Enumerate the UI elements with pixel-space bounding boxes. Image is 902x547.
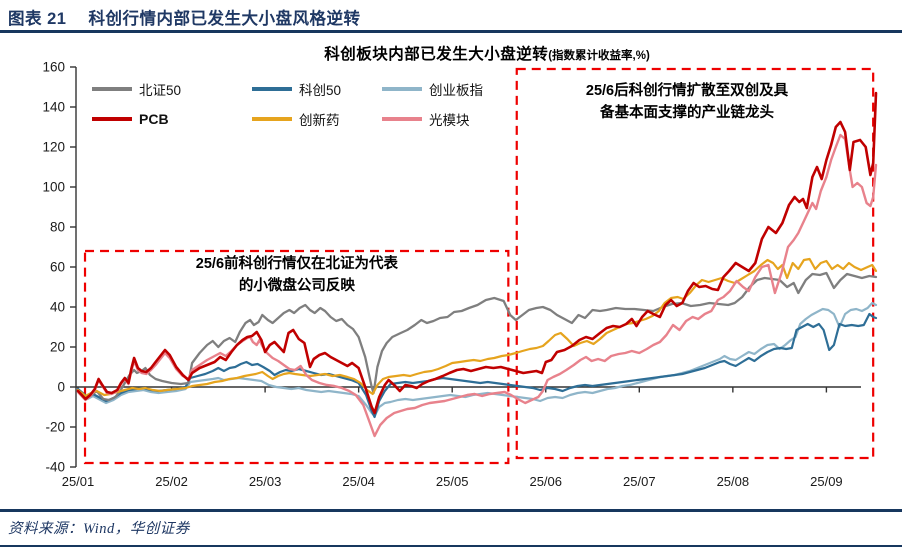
footer-rule	[0, 509, 902, 512]
chart-title-main: 科创板块内部已发生大小盘逆转	[324, 46, 549, 63]
series-line-创新药	[76, 257, 878, 398]
x-tick-label: 25/09	[810, 474, 843, 489]
x-tick-label: 25/01	[62, 474, 95, 489]
legend-swatch	[92, 87, 132, 91]
x-tick-label: 25/07	[623, 474, 656, 489]
y-tick-label: 20	[50, 340, 65, 355]
x-tick-label: 25/02	[155, 474, 188, 489]
y-tick-label: -20	[45, 420, 65, 435]
y-tick-label: 100	[42, 180, 65, 195]
legend-swatch	[382, 117, 422, 121]
series-line-PCB	[76, 91, 878, 415]
chart-title-suffix: (指数累计收益率,%)	[548, 50, 650, 62]
annotation-text-pre-june: 25/6前科创行情仅在北证为代表的小微盘公司反映	[196, 254, 399, 294]
legend-item-北证50: 北证50	[92, 79, 252, 99]
legend-label: PCB	[139, 111, 169, 127]
x-tick-label: 25/04	[342, 474, 375, 489]
x-tick-label: 25/03	[249, 474, 282, 489]
series-line-科创50	[76, 312, 878, 419]
legend-item-光模块: 光模块	[382, 109, 542, 129]
legend-item-科创50: 科创50	[252, 79, 382, 99]
chart-title: 科创板块内部已发生大小盘逆转(指数累计收益率,%)	[80, 42, 894, 64]
bottom-border	[0, 545, 902, 547]
y-tick-label: 40	[50, 300, 65, 315]
annotation-box-post-june	[515, 67, 875, 460]
legend-item-创业板指: 创业板指	[382, 79, 542, 99]
legend-swatch	[252, 117, 292, 121]
y-tick-label: -40	[45, 460, 65, 475]
chart-legend: 北证50 科创50 创业板指 PCB 创新药 光模块	[92, 79, 542, 129]
y-tick-label: 120	[42, 140, 65, 155]
series-line-光模块	[76, 133, 878, 438]
legend-label: 北证50	[139, 83, 182, 98]
figure-label: 图表 21	[8, 10, 67, 28]
x-tick-label: 25/06	[529, 474, 562, 489]
y-tick-label: 160	[42, 60, 65, 75]
y-tick-label: 140	[42, 100, 65, 115]
legend-item-PCB: PCB	[92, 109, 252, 129]
annotation-box-pre-june	[83, 249, 510, 465]
legend-swatch	[382, 87, 422, 91]
legend-item-创新药: 创新药	[252, 109, 382, 129]
y-tick-label: 0	[57, 380, 65, 395]
legend-swatch	[92, 117, 132, 121]
figure-header: 图表 21 科创行情内部已发生大小盘风格逆转	[8, 5, 360, 29]
series-line-北证50	[76, 271, 878, 402]
y-tick-label: 80	[50, 220, 65, 235]
legend-label: 光模块	[429, 113, 470, 128]
y-tick-label: 60	[50, 260, 65, 275]
x-tick-label: 25/08	[717, 474, 750, 489]
legend-label: 创业板指	[429, 83, 483, 98]
x-tick-label: 25/05	[436, 474, 469, 489]
annotation-text-post-june: 25/6后科创行情扩散至双创及具备基本面支撑的产业链龙头	[586, 81, 789, 121]
source-note: 资料来源：Wind，华创证券	[8, 521, 190, 537]
legend-label: 科创50	[299, 83, 342, 98]
legend-label: 创新药	[299, 113, 340, 128]
header-rule	[0, 30, 902, 33]
figure-title: 科创行情内部已发生大小盘风格逆转	[88, 10, 361, 28]
legend-swatch	[252, 87, 292, 91]
